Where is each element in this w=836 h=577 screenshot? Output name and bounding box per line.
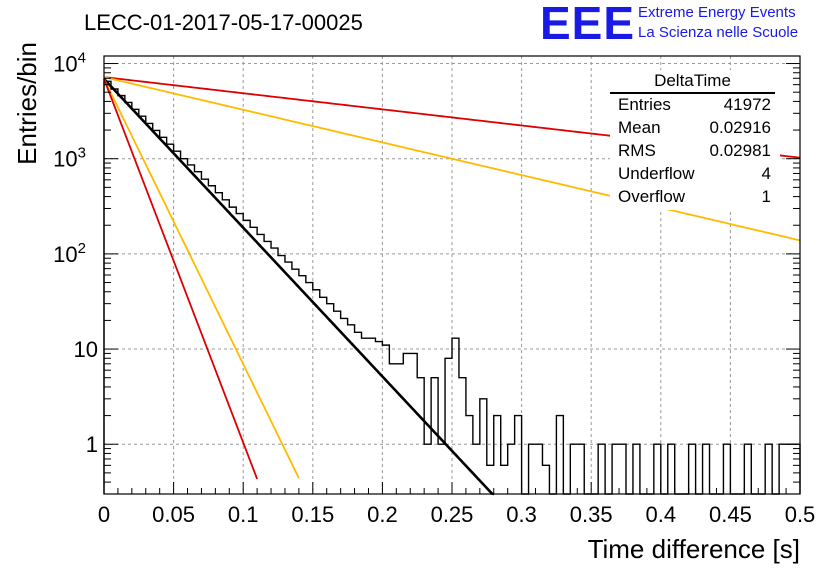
x-tick-label: 0.45 xyxy=(709,502,752,527)
x-tick-label: 0 xyxy=(98,502,110,527)
stats-label: Entries xyxy=(618,95,671,114)
fit-curve-3 xyxy=(103,78,300,479)
y-tick-exponent: 4 xyxy=(78,50,86,67)
stats-value: 0.02916 xyxy=(709,118,771,137)
stats-box: DeltaTime Entries 41972 Mean 0.02916 RMS… xyxy=(610,70,780,210)
stats-label: RMS xyxy=(618,141,656,160)
stats-value: 1 xyxy=(761,187,771,206)
logo-line-2: La Scienza nelle Scuole xyxy=(638,24,799,41)
y-axis-label: Entries/bin xyxy=(12,42,42,165)
logo-mark: EEE xyxy=(540,0,636,49)
histogram-bars xyxy=(103,80,801,495)
y-tick-label: 103 xyxy=(53,145,86,172)
x-tick-label: 0.15 xyxy=(291,502,334,527)
x-tick-label: 0.4 xyxy=(646,502,677,527)
stats-row-entries: Entries 41972 xyxy=(618,94,771,116)
y-tick-exponent: 3 xyxy=(78,145,86,162)
y-tick-exponent: 2 xyxy=(78,240,86,257)
stats-label: Mean xyxy=(618,118,661,137)
x-tick-label: 0.5 xyxy=(785,502,816,527)
eee-logo: EEE Extreme Energy Events La Scienza nel… xyxy=(540,0,830,49)
x-axis-label: Time difference [s] xyxy=(588,534,800,564)
y-tick-label: 10 xyxy=(74,337,98,362)
stats-row-underflow: Underflow 4 xyxy=(618,163,771,185)
x-tick-label: 0.05 xyxy=(152,502,195,527)
stats-title: DeltaTime xyxy=(610,70,775,94)
fit-curve-4 xyxy=(103,78,258,480)
x-tick-label: 0.2 xyxy=(367,502,398,527)
stats-value: 4 xyxy=(761,164,771,183)
y-tick-label: 104 xyxy=(53,50,86,77)
stats-row-rms: RMS 0.02981 xyxy=(618,140,771,162)
x-tick-label: 0.1 xyxy=(228,502,259,527)
logo-line-1: Extreme Energy Events xyxy=(638,4,796,21)
stats-label: Underflow xyxy=(618,164,695,183)
x-tick-label: 0.35 xyxy=(570,502,613,527)
stats-row-mean: Mean 0.02916 xyxy=(618,117,771,139)
y-tick-label: 1 xyxy=(86,432,98,457)
stats-row-overflow: Overflow 1 xyxy=(618,186,771,208)
chart-title: LECC-01-2017-05-17-00025 xyxy=(84,10,363,35)
x-tick-label: 0.25 xyxy=(431,502,474,527)
x-tick-label: 0.3 xyxy=(506,502,537,527)
stats-value: 41972 xyxy=(723,95,771,114)
fit-curve-2 xyxy=(103,76,801,242)
stats-label: Overflow xyxy=(618,187,686,206)
y-tick-label: 102 xyxy=(53,240,86,267)
stats-value: 0.02981 xyxy=(709,141,771,160)
fit-curve-0 xyxy=(103,77,495,496)
